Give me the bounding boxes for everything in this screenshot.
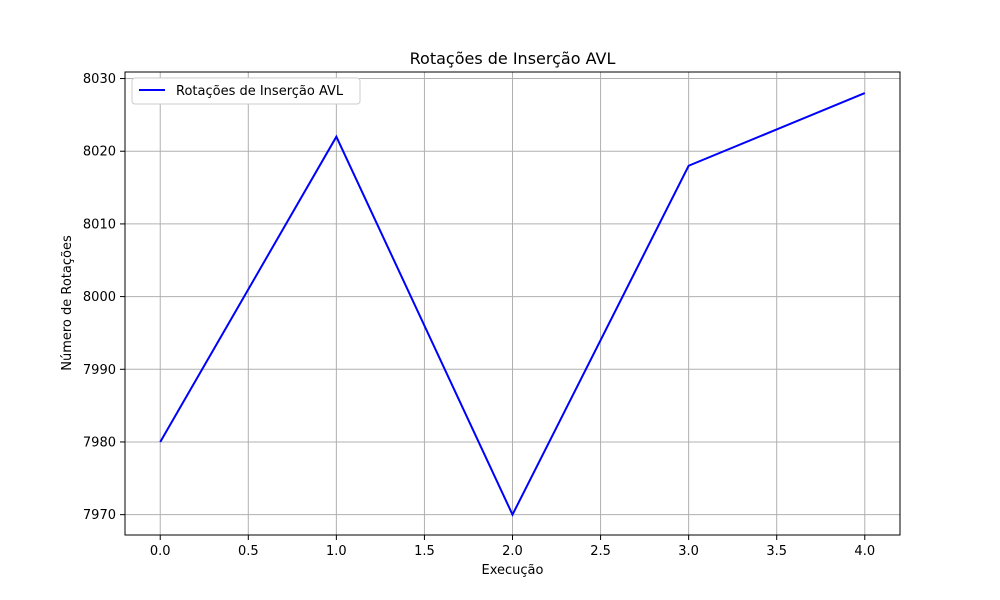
x-tick-label: 3.5 [766, 544, 787, 559]
legend: Rotações de Inserção AVL [131, 77, 361, 105]
legend-label: Rotações de Inserção AVL [176, 84, 344, 99]
x-tick-label: 2.5 [590, 544, 611, 559]
y-tick-label: 7980 [83, 435, 116, 450]
y-tick-label: 7970 [83, 508, 116, 523]
x-tick-label: 4.0 [854, 544, 875, 559]
x-tick-label: 0.0 [150, 544, 171, 559]
x-axis-label: Execução [482, 563, 544, 578]
x-tick-label: 0.5 [238, 544, 259, 559]
x-tick-label: 3.0 [678, 544, 699, 559]
legend-box [131, 77, 361, 105]
series-layer [159, 92, 866, 517]
y-tick-label: 8010 [83, 217, 116, 232]
y-tick-label: 8030 [83, 72, 116, 87]
x-tick-label: 1.5 [414, 544, 435, 559]
y-tick-label: 7990 [83, 363, 116, 378]
x-tick-label: 1.0 [326, 544, 347, 559]
chart-title: Rotações de Inserção AVL [410, 49, 616, 68]
y-axis-ticks: 7970 7980 7990 8000 8010 8020 8030 [83, 72, 125, 523]
x-tick-label: 2.0 [502, 544, 523, 559]
x-axis-ticks: 0.0 0.5 1.0 1.5 2.0 2.5 3.0 3.5 4.0 [150, 535, 875, 559]
y-tick-label: 8020 [83, 145, 116, 160]
y-axis-label: Número de Rotações [60, 235, 75, 371]
y-tick-label: 8000 [83, 290, 116, 305]
series-line [159, 92, 866, 517]
